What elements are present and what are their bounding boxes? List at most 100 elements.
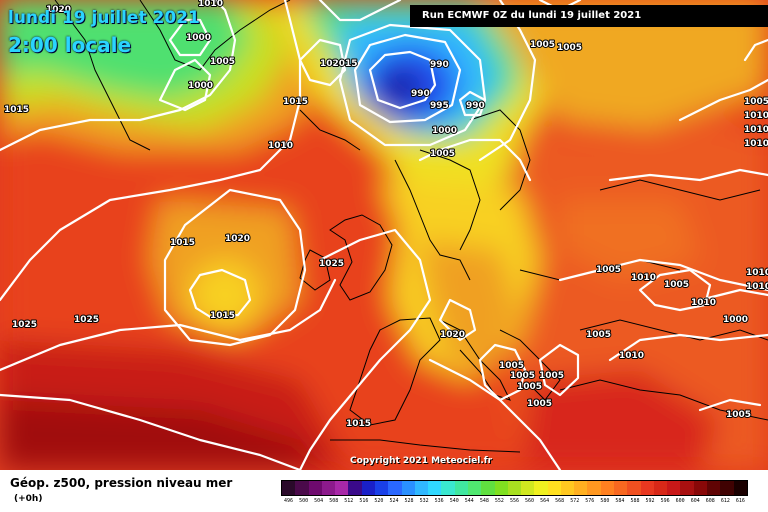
color-scale-label: 600 — [675, 498, 685, 504]
color-scale-label: 556 — [509, 498, 519, 504]
color-scale-label: 576 — [585, 498, 595, 504]
color-scale-label: 604 — [690, 498, 700, 504]
color-scale-label: 568 — [555, 498, 565, 504]
isobar-label: 1010 — [619, 351, 644, 361]
color-scale-swatch — [614, 481, 628, 495]
isobar-label: 1005 — [557, 43, 582, 53]
color-scale-label: 540 — [449, 498, 459, 504]
color-scale-swatch — [600, 481, 615, 495]
isobar-label: 1005 — [510, 371, 535, 381]
isobar-label: 1025 — [12, 320, 37, 330]
isobar-label: 1005 — [664, 280, 689, 290]
color-scale-label: 496 — [284, 498, 294, 504]
color-scale-label: 524 — [389, 498, 399, 504]
color-scale-swatch — [534, 481, 548, 495]
isobar-label: 1000 — [723, 315, 748, 325]
color-scale-label: 508 — [329, 498, 339, 504]
isobar-label: 1010 — [746, 282, 768, 292]
color-scale-label: 588 — [630, 498, 640, 504]
isobar-label: 1005 — [744, 97, 768, 107]
color-scale-swatch — [401, 481, 415, 495]
isobar-label: 1005 — [499, 361, 524, 371]
color-scale-swatch — [693, 481, 707, 495]
isobar-label: 1005 — [210, 57, 235, 67]
color-scale-swatch — [627, 481, 641, 495]
color-scale-swatch — [640, 481, 654, 495]
color-scale-label: 592 — [645, 498, 655, 504]
isobar-label: 995 — [430, 101, 449, 111]
color-scale-swatch — [574, 481, 588, 495]
color-scale-swatch — [733, 481, 747, 495]
color-scale-swatch — [388, 481, 402, 495]
color-scale-label: 512 — [344, 498, 354, 504]
isobar-label: 1010 — [631, 273, 656, 283]
color-scale-label: 616 — [735, 498, 745, 504]
isobar-label: 1005 — [430, 149, 455, 159]
isobar-label: 1020 — [225, 234, 250, 244]
isobar-label: 1020 — [440, 330, 465, 340]
color-scale-swatch — [441, 481, 455, 495]
isobar-label: 1005 — [726, 410, 751, 420]
color-scale-swatch — [295, 481, 309, 495]
color-scale-swatch — [560, 481, 575, 495]
color-scale-label: 528 — [404, 498, 414, 504]
legend-footer: Géop. z500, pression niveau mer (+0h) 49… — [0, 470, 768, 512]
color-scale-swatch — [521, 481, 535, 495]
color-scale-swatch — [321, 481, 336, 495]
isobar-label: 1000 — [186, 33, 211, 43]
color-scale-label: 580 — [600, 498, 610, 504]
color-scale-swatch — [428, 481, 442, 495]
forecast-local-time: 2:00 locale — [8, 33, 132, 57]
color-scale-label: 584 — [615, 498, 625, 504]
color-scale-swatch — [547, 481, 561, 495]
geopotential-map: 1020 1010 1000 1005 1000 102015 1015 101… — [0, 0, 768, 470]
isobar-label: 1010 — [198, 0, 223, 9]
color-scale-swatch — [653, 481, 668, 495]
color-scale-swatch — [481, 481, 495, 495]
coastlines — [54, 0, 768, 453]
color-scale-swatch — [414, 481, 429, 495]
isobar-label: 1010 — [746, 268, 768, 278]
isobar-label: 1015 — [283, 97, 308, 107]
isobar-label: 102015 — [320, 59, 358, 69]
color-scale-swatch — [507, 481, 522, 495]
color-scale-label: 544 — [464, 498, 474, 504]
color-scale-label: 536 — [434, 498, 444, 504]
isobar-label: 1025 — [74, 315, 99, 325]
color-scale-swatch — [361, 481, 375, 495]
color-scale-label: 596 — [660, 498, 670, 504]
forecast-map: 1020 1010 1000 1005 1000 102015 1015 101… — [0, 0, 768, 470]
color-scale-swatch — [454, 481, 468, 495]
isobar-label: 1005 — [539, 371, 564, 381]
isobar-label: 1005 — [586, 330, 611, 340]
color-scale-label: 572 — [570, 498, 580, 504]
isobar-label: 1010 — [691, 298, 716, 308]
color-scale-label: 504 — [314, 498, 324, 504]
isobar-label: 1005 — [530, 40, 555, 50]
color-scale-swatch — [374, 481, 389, 495]
isobar-label: 1015 — [170, 238, 195, 248]
color-scale-label: 520 — [374, 498, 384, 504]
isobar-label: 990 — [411, 89, 430, 99]
isobar-label: 1025 — [319, 259, 344, 269]
color-scale-bar — [281, 480, 748, 496]
isobar-label: 1005 — [596, 265, 621, 275]
color-scale-label: 560 — [525, 498, 535, 504]
isobar-label: 1010 — [744, 125, 768, 135]
isobar-label: 1015 — [4, 105, 29, 115]
isobar-labels: 1020 1010 1000 1005 1000 102015 1015 101… — [3, 0, 768, 430]
forecast-date: lundi 19 juillet 2021 — [8, 8, 200, 28]
color-scale-swatch — [667, 481, 681, 495]
isobar-label: 1005 — [527, 399, 552, 409]
isobar-label: 1010 — [268, 141, 293, 151]
model-run-banner: Run ECMWF 0Z du lundi 19 juillet 2021 — [410, 5, 768, 27]
isobar-label: 1010 — [744, 139, 768, 149]
color-scale-swatch — [308, 481, 322, 495]
isobar-label: 1005 — [517, 382, 542, 392]
color-scale-label: 612 — [720, 498, 730, 504]
color-scale-swatch — [348, 481, 362, 495]
color-scale-label: 552 — [494, 498, 504, 504]
isobar-label: 1015 — [346, 419, 371, 429]
isobar-label: 1000 — [188, 81, 213, 91]
